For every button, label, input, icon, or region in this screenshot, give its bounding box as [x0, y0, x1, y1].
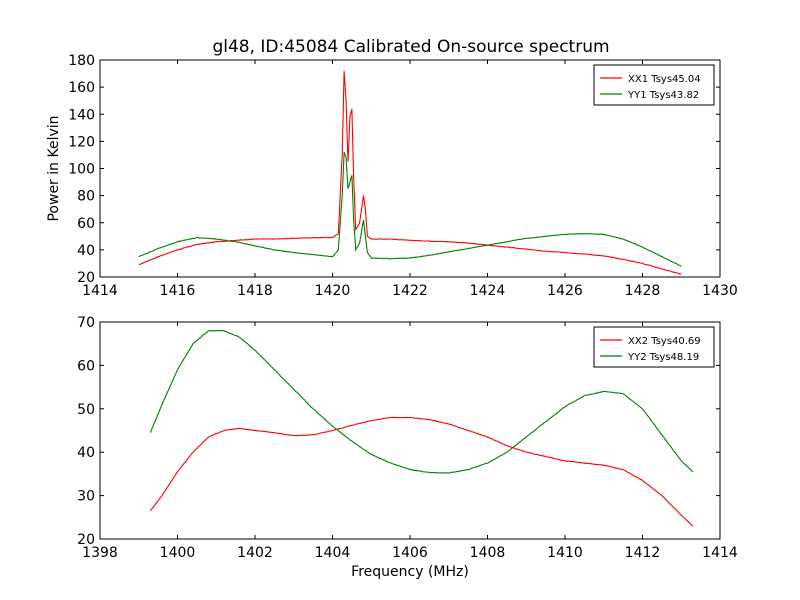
- x-axis-title: Frequency (MHz): [351, 564, 469, 580]
- y-tick-label: 40: [77, 243, 95, 259]
- x-tick-label: 1414: [82, 283, 118, 299]
- y-tick-label: 30: [77, 489, 95, 505]
- x-tick-label: 1410: [547, 545, 583, 561]
- y-tick-label: 60: [77, 358, 95, 374]
- y-tick-label: 100: [68, 162, 95, 178]
- y-tick-label: 180: [68, 53, 95, 69]
- y-tick-label: 160: [68, 80, 95, 96]
- y-tick-label: 20: [77, 270, 95, 286]
- legend-2: XX2 Tsys40.69 YY2 Tsys48.19: [593, 326, 715, 368]
- x-tick-label: 1412: [625, 545, 661, 561]
- x-tick-label: 1400: [160, 545, 196, 561]
- legend-1: XX1 Tsys45.04 YY1 Tsys43.82: [593, 64, 715, 106]
- x-tick-label: 1406: [392, 545, 428, 561]
- y-tick-label: 20: [77, 532, 95, 548]
- legend-label: XX2 Tsys40.69: [628, 336, 701, 347]
- y-tick-label: 120: [68, 134, 95, 150]
- y-tick-label: 60: [77, 216, 95, 232]
- x-tick-label: 1428: [625, 283, 661, 299]
- y-tick-label: 80: [77, 189, 95, 205]
- series-line-2-1: [149, 416, 694, 527]
- y-tick-label: 50: [77, 402, 95, 418]
- x-tick-label: 1404: [315, 545, 351, 561]
- y-axis-title: Power in Kelvin: [46, 115, 62, 221]
- x-tick-label: 1424: [470, 283, 506, 299]
- legend-label: YY1 Tsys43.82: [627, 90, 699, 101]
- legend-label: XX1 Tsys45.04: [628, 74, 701, 85]
- legend-box: [593, 326, 715, 368]
- x-tick-label: 1422: [392, 283, 428, 299]
- legend-label: YY2 Tsys48.19: [627, 352, 699, 363]
- x-tick-label: 1420: [315, 283, 351, 299]
- legend-box: [593, 64, 715, 106]
- top-panel: 1414 1416 1418 1420 1422 1424 1426 1428 1430 20 40…: [46, 53, 738, 299]
- x-tick-label: 1418: [237, 283, 273, 299]
- x-tick-label: 1416: [160, 283, 196, 299]
- bottom-panel: 1398 1400 1402 1404 1406 1408 1410 1412 1414 20 30…: [77, 315, 738, 580]
- x-tick-label: 1430: [702, 283, 738, 299]
- y-tick-label: 140: [68, 107, 95, 123]
- y-tick-label: 70: [77, 315, 95, 331]
- figure-title: gl48, ID:45084 Calibrated On-source spec…: [212, 37, 609, 57]
- x-tick-label: 1426: [547, 283, 583, 299]
- y-tick-label: 40: [77, 445, 95, 461]
- x-tick-label: 1414: [702, 545, 738, 561]
- series-line-1-2: [138, 151, 682, 267]
- x-tick-label: 1402: [237, 545, 273, 561]
- series-line-2-2: [149, 329, 694, 474]
- x-tick-label: 1398: [82, 545, 118, 561]
- x-tick-label: 1408: [470, 545, 506, 561]
